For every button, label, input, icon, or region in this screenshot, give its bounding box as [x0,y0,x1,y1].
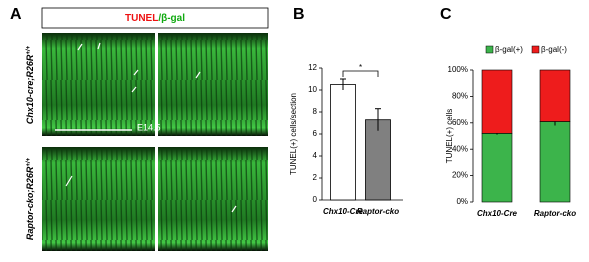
micrographs: E14.5 [42,33,268,251]
row-label: Chx10-cre;R26R+/+ [25,45,35,124]
significance: * [359,63,362,72]
row-label: Raptor-cko;R26R+/+ [25,157,35,240]
image-texture [42,33,155,136]
row-label-sup: +/+ [26,45,32,54]
significance-bracket [342,70,379,77]
y-tick-label: 40% [452,144,468,153]
bar-segment [481,69,513,134]
x-tick-label: Chx10-Cre [477,209,518,218]
legend-label: β-gal(-) [541,45,567,54]
bar-segment [539,69,571,122]
y-tick-label: 2 [313,173,318,182]
y-tick-label: 10 [308,85,317,94]
y-tick-label: 100% [448,65,468,74]
x-tick-label: Chx10-Cre [323,207,364,216]
x-tick-label: Raptor-cko [357,207,399,216]
y-tick-label: 80% [452,92,468,101]
header: TUNEL/β-gal [125,13,185,24]
legend-swatch [485,45,494,54]
y-axis-label: TUNEL(+) cells/section [289,93,298,175]
panel-label: B [293,6,305,23]
image-texture [42,147,155,251]
legend-swatch [531,45,540,54]
bar [330,84,356,201]
row-label-sup: +/+ [26,157,32,166]
arrows [65,42,237,213]
y-tick-label: 8 [313,107,318,116]
header-box [41,7,269,29]
header-tunel: TUNEL [125,13,158,24]
y-tick-label: 20% [452,171,468,180]
scale-label: E14.5 [137,122,161,132]
y-tick-label: 0% [456,197,468,206]
header-bgal: /β-gal [158,13,185,24]
y-tick-label: 6 [313,129,318,138]
image-texture [158,147,268,251]
y-tick-label: 12 [308,63,317,72]
x-tick-label: Raptor-cko [534,209,576,218]
panel-label: C [440,6,452,23]
y-tick-label: 4 [313,151,318,160]
bar-segment [539,121,571,203]
row-label-text: Raptor-cko;R26R [25,166,35,240]
panel-label: A [10,6,22,23]
y-tick-label: 0 [313,195,318,204]
y-tick-label: 60% [452,118,468,127]
bar-segment [481,133,513,203]
legend-label: β-gal(+) [495,45,523,54]
image-texture [158,33,268,136]
bar [365,119,391,201]
row-label-text: Chx10-cre;R26R [25,54,35,124]
y-axis-label: TUNEL(+) cells [445,109,454,163]
